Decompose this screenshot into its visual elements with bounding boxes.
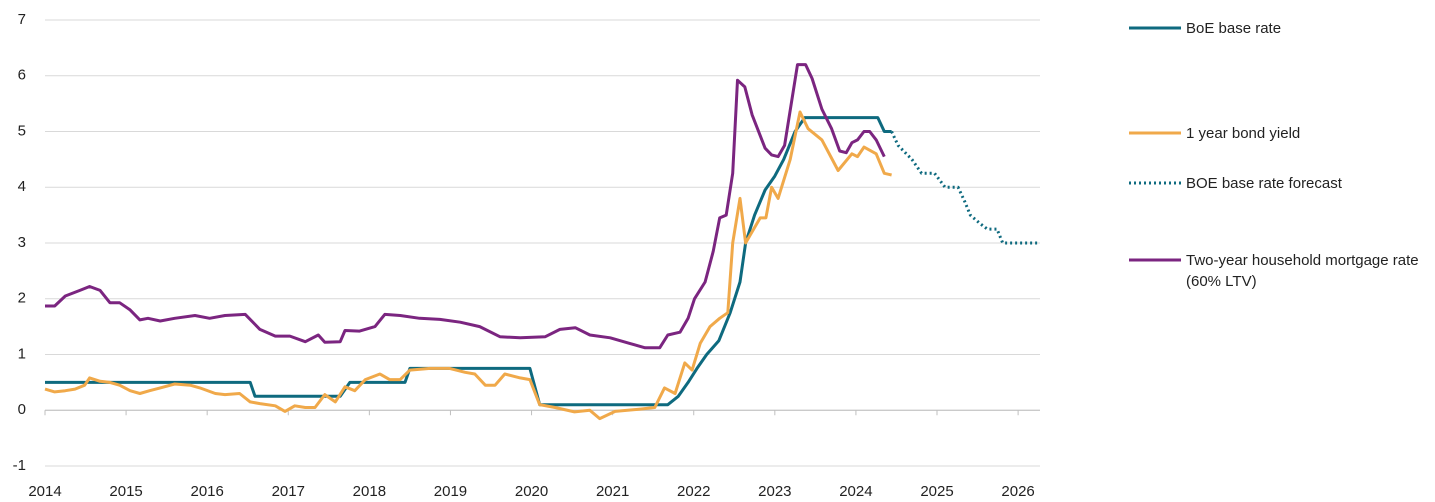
legend-swatch [1129,181,1181,185]
y-tick-label: 7 [18,11,26,28]
y-tick-label: 4 [18,178,26,195]
series-line [45,116,892,407]
chart: -1 0 1 2 3 4 5 6 7 2014 2015 2016 2017 2018 2019 2020 20… [13,11,1040,500]
y-tick-label: 0 [18,401,26,418]
x-tick-label: 2023 [758,483,791,500]
series-line [45,63,886,350]
x-tick-label: 2025 [920,483,953,500]
x-tick-label: 2014 [28,483,61,500]
legend-label: 1 year bond yield [1186,125,1301,142]
legend-item: 1 year bond yield [1128,123,1428,144]
x-tick-label: 2020 [515,483,548,500]
y-tick-label: 1 [18,345,26,362]
series-line [44,110,892,421]
x-tick-label: 2015 [109,483,142,500]
y-tick-label: -1 [13,457,26,474]
legend-swatch [1129,258,1181,262]
legend-item: BOE base rate forecast [1128,173,1428,194]
x-tick-label: 2017 [272,483,305,500]
x-tick-label: 2016 [190,483,223,500]
legend-item: Two-year household mortgage rate (60% LT… [1128,250,1428,292]
y-tick-label: 5 [18,122,26,139]
x-tick-label: 2024 [839,483,872,500]
legend-swatch [1129,26,1181,30]
x-tick-label: 2018 [353,483,386,500]
x-tick-label: 2019 [434,483,467,500]
x-tick-label: 2026 [1001,483,1034,500]
y-tick-label: 2 [18,290,26,307]
legend-item: BoE base rate [1128,18,1428,39]
x-tick-label: 2022 [677,483,710,500]
x-tick-label: 2021 [596,483,629,500]
legend-label: BOE base rate forecast [1186,175,1342,192]
y-tick-label: 3 [18,234,26,251]
legend-label: Two-year household mortgage rate (60% LT… [1186,252,1419,290]
legend-swatch [1129,131,1181,135]
series-line [890,130,1040,245]
y-tick-label: 6 [18,67,26,84]
legend-label: BoE base rate [1186,20,1282,37]
